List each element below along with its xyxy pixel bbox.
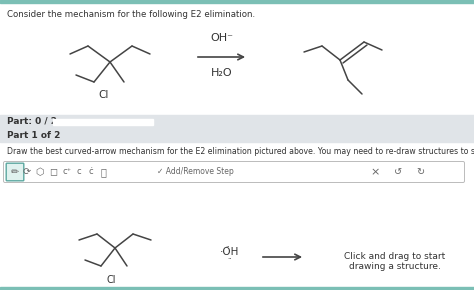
Text: Draw the best curved-arrow mechanism for the E2 elimination pictured above. You : Draw the best curved-arrow mechanism for… <box>7 147 474 156</box>
Bar <box>0 287 474 290</box>
Bar <box>0 115 474 129</box>
Bar <box>0 0 474 3</box>
Text: ċ: ċ <box>89 168 93 177</box>
Text: ↺: ↺ <box>394 167 402 177</box>
Text: ↻: ↻ <box>416 167 424 177</box>
Text: OH⁻: OH⁻ <box>210 33 234 43</box>
Text: ··: ·· <box>226 244 230 250</box>
Text: H₂O: H₂O <box>211 68 233 78</box>
Bar <box>0 3 474 115</box>
Text: ··: ·· <box>228 256 232 262</box>
Text: ⌒: ⌒ <box>100 167 106 177</box>
Text: ✏: ✏ <box>11 167 19 177</box>
FancyBboxPatch shape <box>6 163 24 181</box>
Text: c: c <box>77 168 82 177</box>
Text: c⁺: c⁺ <box>63 168 72 177</box>
Text: ◻: ◻ <box>49 167 57 177</box>
Text: ⬡: ⬡ <box>36 167 44 177</box>
Text: ·OH: ·OH <box>220 247 240 257</box>
Bar <box>0 142 474 290</box>
Text: Click and drag to start
drawing a structure.: Click and drag to start drawing a struct… <box>345 252 446 271</box>
FancyBboxPatch shape <box>3 162 465 182</box>
Text: Consider the mechanism for the following E2 elimination.: Consider the mechanism for the following… <box>7 10 255 19</box>
Text: Part 1 of 2: Part 1 of 2 <box>7 131 60 140</box>
Bar <box>0 129 474 142</box>
Text: Cl: Cl <box>106 275 116 285</box>
Text: Part: 0 / 2: Part: 0 / 2 <box>7 117 57 126</box>
Text: ⟳: ⟳ <box>23 167 31 177</box>
Text: ✓ Add/Remove Step: ✓ Add/Remove Step <box>156 168 233 177</box>
Text: Cl: Cl <box>99 90 109 100</box>
Bar <box>53 119 153 125</box>
Text: ×: × <box>370 167 380 177</box>
